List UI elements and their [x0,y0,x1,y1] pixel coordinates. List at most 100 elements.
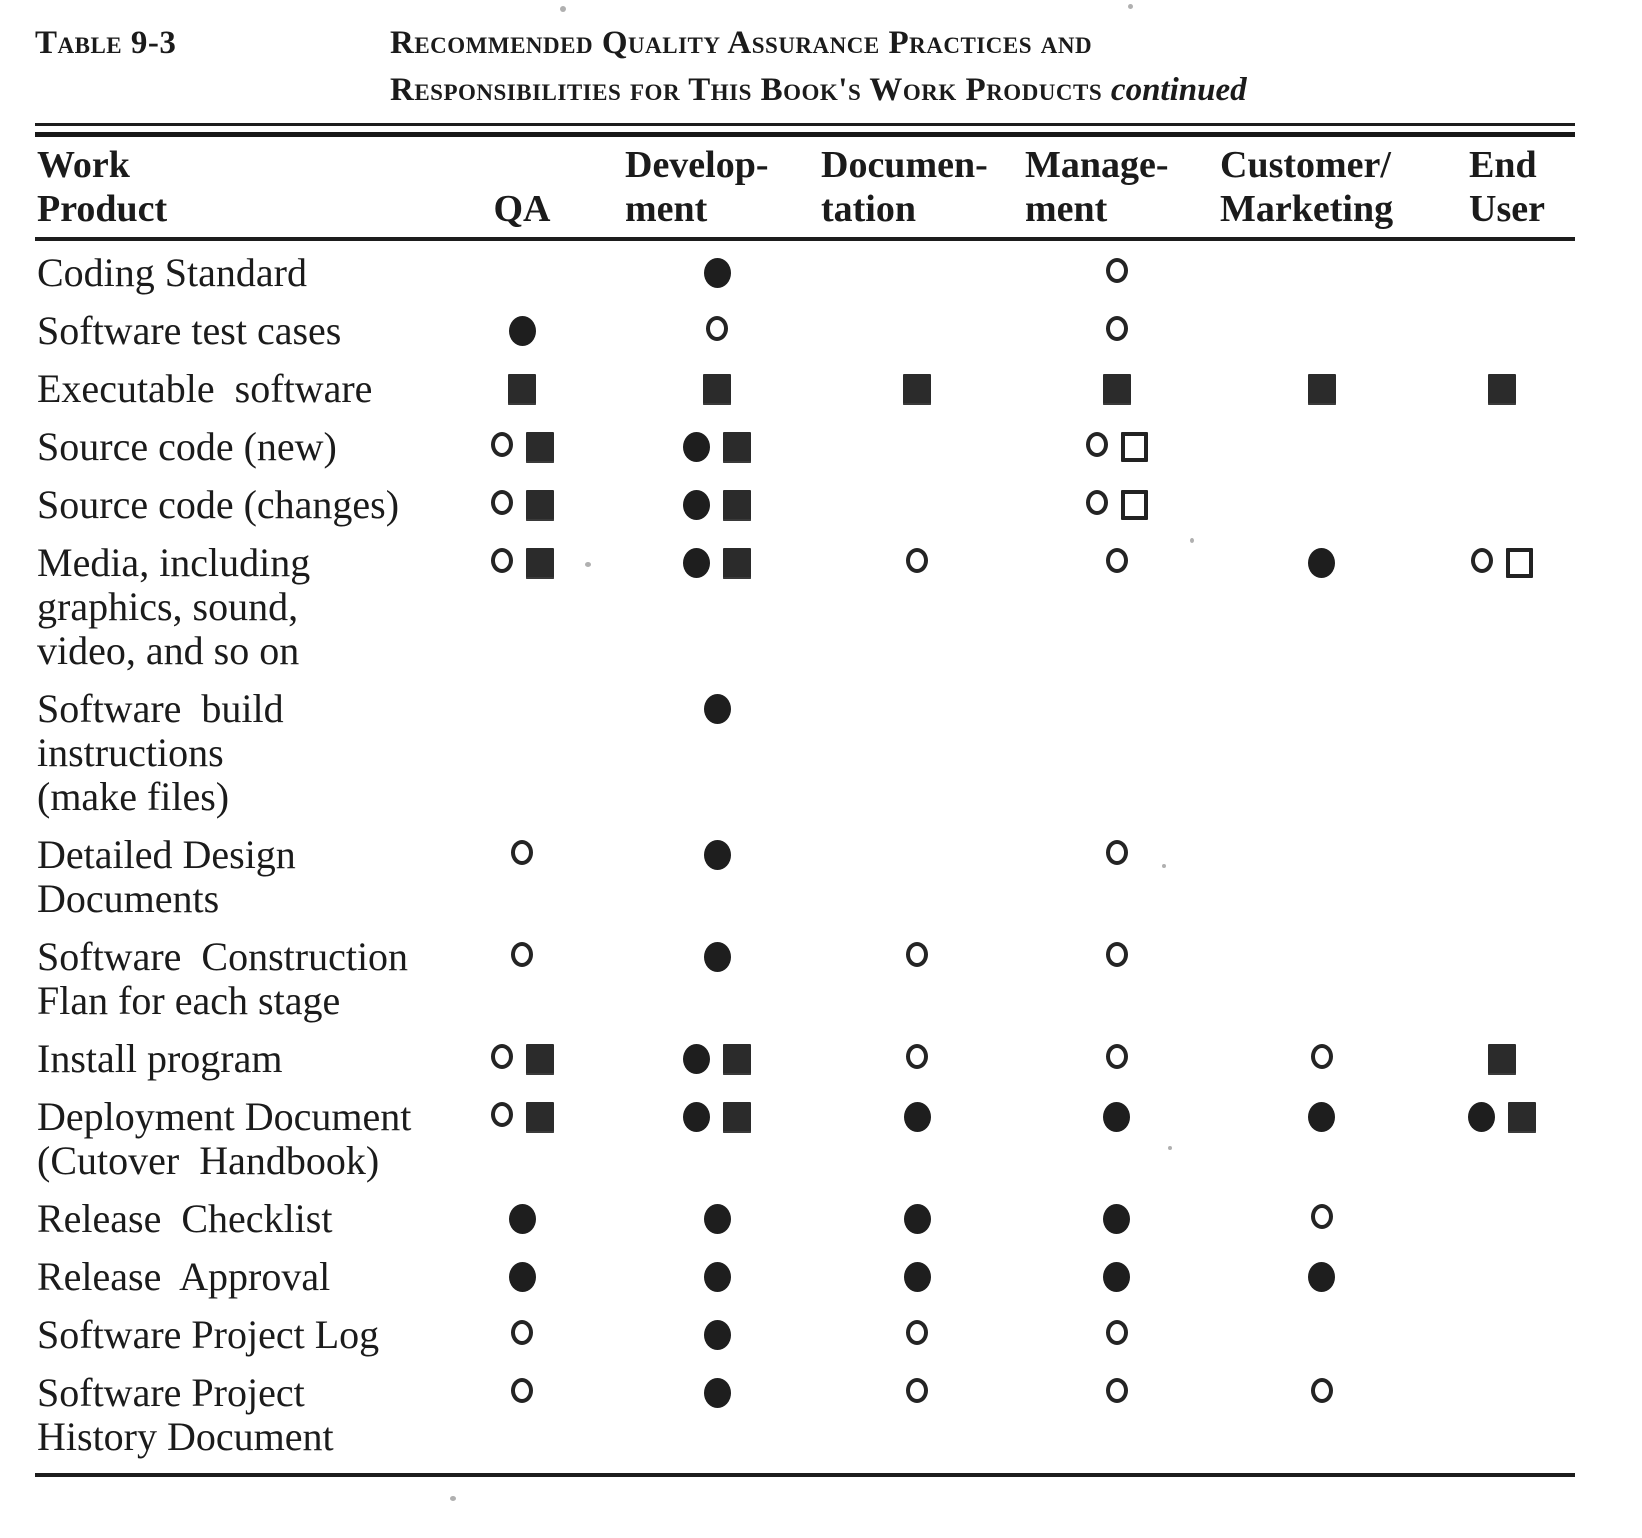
table-title: Recommended Quality Assurance Practices … [390,20,1247,114]
cell-documentation [815,541,1019,673]
open-circle-icon [706,316,728,341]
cell-qa [425,1095,619,1183]
cell-end-user [1429,483,1575,527]
column-header-end-user: End User [1429,143,1575,231]
cell-end-user [1429,1197,1575,1241]
cell-end-user [1429,251,1575,295]
work-product-name: Software test cases [35,309,425,353]
filled-square-icon [1488,1044,1516,1075]
filled-circle-icon [1103,1204,1130,1234]
filled-circle-icon [508,316,536,346]
cell-qa [425,309,619,353]
cell-management [1019,833,1214,921]
cell-customer-marketing [1214,1313,1429,1357]
filled-circle-icon [903,1102,931,1132]
cell-customer-marketing [1214,1371,1429,1459]
filled-circle-icon [683,1102,710,1132]
open-circle-icon [1105,1378,1128,1403]
table-row: Executable software [35,367,1575,411]
work-product-line: History Document [37,1414,334,1459]
work-product-line: Deployment Document [37,1094,412,1139]
cell-customer-marketing [1214,367,1429,411]
filled-circle-icon [903,1204,931,1234]
work-product-line: Software Project Log [37,1312,380,1357]
table-body: Coding Standard Software test cases Execut… [35,241,1575,1459]
column-header-qa: QA [425,143,619,231]
filled-circle-icon [1468,1102,1495,1132]
cell-development [619,251,815,295]
work-product-name: Release Checklist [35,1197,425,1241]
column-header-line: QA [493,188,551,230]
table-row: Software Project History Document [35,1371,1575,1459]
cell-development [619,541,815,673]
open-square-icon [1120,490,1148,520]
cell-documentation [815,483,1019,527]
work-product-line: Install program [37,1036,283,1081]
cell-customer-marketing [1214,1197,1429,1241]
cell-end-user [1429,935,1575,1023]
filled-square-icon [525,548,554,579]
filled-square-icon [723,490,751,521]
cell-development [619,1037,815,1081]
open-circle-icon [906,1044,928,1069]
work-product-name: Deployment Document (Cutover Handbook) [35,1095,425,1183]
cell-customer-marketing [1214,833,1429,921]
work-product-name: Source code (changes) [35,483,425,527]
work-product-line: (make files) [37,774,230,819]
open-circle-icon [511,942,533,967]
column-header-line: User [1469,188,1545,230]
cell-management [1019,1313,1214,1357]
cell-documentation [815,251,1019,295]
column-header-line: Customer/ [1220,144,1391,186]
open-circle-icon [906,942,928,967]
cell-end-user [1429,1313,1575,1357]
cell-end-user [1429,687,1575,819]
filled-square-icon [1488,374,1516,405]
filled-circle-icon [1308,548,1335,578]
open-circle-icon [490,490,513,515]
cell-qa [425,425,619,469]
table-row: Detailed Design Documents [35,833,1575,921]
cell-management [1019,1037,1214,1081]
table-row: Deployment Document (Cutover Handbook) [35,1095,1575,1183]
cell-customer-marketing [1214,541,1429,673]
column-header-management: Manage-ment [1019,143,1214,231]
work-product-line: Software Construction [37,934,409,979]
cell-qa [425,1037,619,1081]
scan-speck [560,6,566,12]
open-circle-icon [1310,1204,1333,1229]
filled-square-icon [723,548,751,579]
cell-documentation [815,1255,1019,1299]
cell-customer-marketing [1214,935,1429,1023]
open-circle-icon [490,1044,513,1069]
cell-qa [425,1313,619,1357]
cell-management [1019,687,1214,819]
work-product-line: Software test cases [37,308,342,353]
cell-customer-marketing [1214,425,1429,469]
work-product-name: Detailed Design Documents [35,833,425,921]
bottom-rule [35,1473,1575,1477]
open-circle-icon [1105,942,1128,967]
table-label: Table 9-3 [35,25,177,61]
filled-circle-icon [683,432,710,462]
cell-qa [425,1197,619,1241]
cell-customer-marketing [1214,1095,1429,1183]
cell-management [1019,251,1214,295]
cell-qa [425,251,619,295]
filled-square-icon [903,374,931,405]
cell-management [1019,1095,1214,1183]
cell-documentation [815,935,1019,1023]
filled-square-icon [525,432,554,463]
cell-management [1019,1197,1214,1241]
filled-circle-icon [508,1204,536,1234]
open-circle-icon [490,432,513,457]
cell-management [1019,483,1214,527]
cell-management [1019,1255,1214,1299]
open-circle-icon [1105,316,1128,341]
work-product-line: Media, including [37,540,311,585]
filled-circle-icon [1308,1102,1335,1132]
filled-circle-icon [703,1262,731,1292]
open-circle-icon [1105,840,1128,865]
open-square-icon [1506,548,1533,578]
cell-development [619,1095,815,1183]
